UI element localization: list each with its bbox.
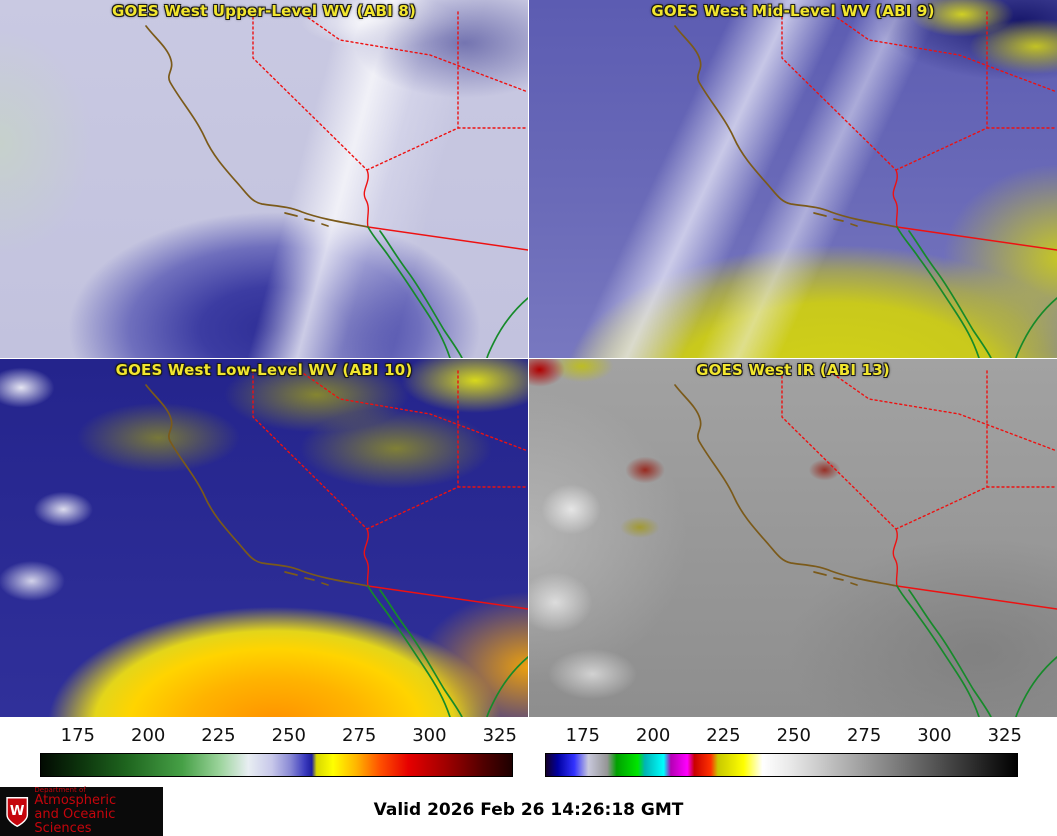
uw-crest-icon: W — [6, 796, 29, 827]
map-overlay — [145, 11, 528, 358]
logo-department-prefix: Department of — [34, 785, 86, 794]
tick-label: 200 — [635, 725, 671, 746]
logo-line1: Atmospheric — [34, 793, 117, 809]
wv-colorbar-ticks: 175 200 225 250 275 300 325 — [40, 725, 517, 750]
tick-label: 325 — [482, 725, 517, 746]
panel-mid-level-wv: GOES West Mid-Level WV (ABI 9) — [529, 0, 1057, 358]
ir-colorbar-group: 175 200 225 250 275 300 325 — [545, 725, 1022, 781]
panel-title-mid-level-wv: GOES West Mid-Level WV (ABI 9) — [651, 2, 935, 20]
panel-title-low-level-wv: GOES West Low-Level WV (ABI 10) — [115, 361, 413, 379]
tick-label: 225 — [201, 725, 236, 746]
tick-label: 275 — [341, 725, 377, 746]
colorbar-section: 175 200 225 250 275 300 325 175 200 225 … — [0, 717, 1057, 787]
tick-label: 200 — [130, 725, 166, 746]
panel-upper-level-wv: GOES West Upper-Level WV (ABI 8) — [0, 0, 528, 358]
map-overlay — [145, 370, 528, 717]
wv-colorbar-group: 175 200 225 250 275 300 325 — [40, 725, 517, 781]
panel-title-upper-level-wv: GOES West Upper-Level WV (ABI 8) — [111, 2, 417, 20]
tick-label: 300 — [917, 725, 952, 746]
svg-text:W: W — [10, 804, 25, 819]
panel-low-level-wv: GOES West Low-Level WV (ABI 10) — [0, 359, 528, 717]
tick-label: 250 — [776, 725, 811, 746]
uw-aos-logo: W Department of Atmospheric and Oceanic … — [0, 785, 163, 836]
valid-time: Valid 2026 Feb 26 14:26:18 GMT — [373, 800, 684, 820]
tick-label: 225 — [706, 725, 741, 746]
tick-label: 275 — [846, 725, 882, 746]
panel-ir: GOES West IR (ABI 13) — [529, 359, 1057, 717]
ir-colorbar-ticks: 175 200 225 250 275 300 325 — [545, 725, 1022, 750]
logo-line2: and Oceanic Sciences — [34, 807, 116, 836]
tick-label: 250 — [271, 725, 306, 746]
tick-label: 175 — [60, 725, 96, 746]
wv-colorbar — [40, 753, 513, 777]
panel-title-ir: GOES West IR (ABI 13) — [696, 361, 890, 379]
tick-label: 325 — [987, 725, 1022, 746]
satellite-quad-grid: GOES West Upper-Level WV (ABI 8) GOES We… — [0, 0, 1057, 717]
footer: W Department of Atmospheric and Oceanic … — [0, 785, 1057, 836]
tick-label: 175 — [565, 725, 601, 746]
tick-label: 300 — [412, 725, 447, 746]
map-overlay — [674, 370, 1057, 717]
ir-colorbar — [545, 753, 1018, 777]
map-overlay — [674, 11, 1057, 358]
logo-text: Department of Atmospheric and Oceanic Sc… — [34, 785, 163, 836]
